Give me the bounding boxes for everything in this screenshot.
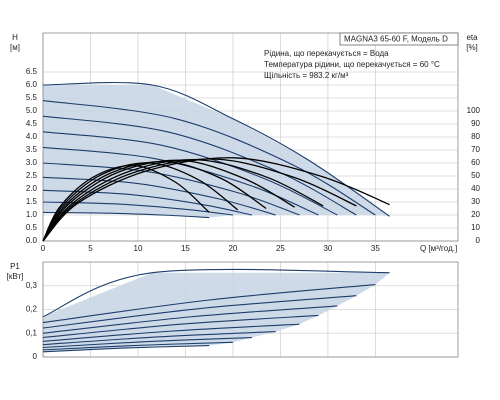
y-axis-label: H <box>12 33 18 42</box>
performance-curve <box>42 305 338 334</box>
y2-tick-label: 80 <box>471 132 480 141</box>
y-tick-label: 5.5 <box>26 93 38 102</box>
y-tick-label: 4.5 <box>26 119 38 128</box>
y2-tick-label: 30 <box>471 197 480 206</box>
title-box <box>339 32 459 46</box>
y2-tick-label: 60 <box>471 158 480 167</box>
performance-curve <box>42 81 390 217</box>
efficiency-curve <box>42 164 210 242</box>
y2-tick-label: 0 <box>476 236 481 245</box>
y2-tick-label: 70 <box>471 145 480 154</box>
performance-curve <box>42 100 376 216</box>
x-axis-label: Q [м³/год.] <box>420 244 457 253</box>
y2-tick-label: 90 <box>471 119 480 128</box>
performance-curve <box>42 336 252 349</box>
efficiency-curve <box>42 159 324 242</box>
x-tick-label: 25 <box>276 244 285 253</box>
y-axis-unit: [кВт] <box>7 272 24 281</box>
y-tick-label: 2.5 <box>26 171 38 180</box>
operating-area <box>43 272 390 352</box>
x-tick-label: 30 <box>323 244 332 253</box>
y2-tick-label: 40 <box>471 184 480 193</box>
y-axis-unit: [м] <box>10 43 20 52</box>
y-tick-label: 1.5 <box>26 197 38 206</box>
x-tick-label: 10 <box>134 244 143 253</box>
annotation: Температура рідини, що перекачується = 6… <box>264 60 440 69</box>
performance-curve <box>42 295 357 329</box>
y-tick-label: 3.5 <box>26 145 38 154</box>
x-tick-label: 5 <box>88 244 93 253</box>
performance-curve <box>42 345 210 353</box>
y-axis-label: P1 <box>10 262 20 271</box>
efficiency-curve <box>42 157 390 242</box>
y-tick-label: 0.0 <box>26 236 38 245</box>
chart-title: MAGNA3 65-60 F, Модель D <box>344 35 448 44</box>
y2-tick-label: 10 <box>471 223 480 232</box>
y-tick-label: 3.0 <box>26 158 38 167</box>
performance-curve <box>42 268 390 318</box>
y-tick-label: 0,3 <box>26 281 38 290</box>
y2-tick-label: 100 <box>467 106 481 115</box>
y-tick-label: 6.0 <box>26 80 38 89</box>
x-tick-label: 0 <box>41 244 46 253</box>
annotation: Рідина, що перекачується = Вода <box>264 49 389 58</box>
y2-tick-label: 50 <box>471 171 480 180</box>
y2-tick-label: 20 <box>471 210 480 219</box>
plot-frame <box>42 261 459 358</box>
performance-curve <box>42 189 253 216</box>
efficiency-curve <box>42 161 267 242</box>
x-tick-label: 20 <box>228 244 237 253</box>
x-tick-label: 15 <box>181 244 190 253</box>
y-tick-label: 6.5 <box>26 67 38 76</box>
x-tick-label: 35 <box>371 244 380 253</box>
y2-axis-label: eta <box>466 33 478 42</box>
y-tick-label: 2.0 <box>26 184 38 193</box>
y-tick-label: 0 <box>33 352 38 361</box>
performance-curve <box>42 284 376 324</box>
performance-curve <box>42 115 357 216</box>
annotation: Щільність = 983.2 кг/м³ <box>264 71 349 80</box>
y-tick-label: 5.0 <box>26 106 38 115</box>
efficiency-curve <box>42 158 357 242</box>
y-tick-label: 0,2 <box>26 305 38 314</box>
y-tick-label: 4.0 <box>26 132 38 141</box>
efficiency-curve <box>42 159 295 242</box>
performance-curve <box>42 176 276 216</box>
y-tick-label: 0,1 <box>26 328 38 337</box>
performance-curve <box>42 314 319 339</box>
y2-axis-unit: [%] <box>466 43 478 52</box>
performance-curve <box>42 331 276 346</box>
plot-frame <box>42 32 459 242</box>
performance-curve <box>42 162 300 216</box>
efficiency-curve <box>42 162 239 242</box>
performance-curve <box>42 323 300 342</box>
y-tick-label: 1.0 <box>26 210 38 219</box>
performance-curve <box>42 341 233 351</box>
performance-curve <box>42 211 210 219</box>
y-tick-label: 0.5 <box>26 223 38 232</box>
